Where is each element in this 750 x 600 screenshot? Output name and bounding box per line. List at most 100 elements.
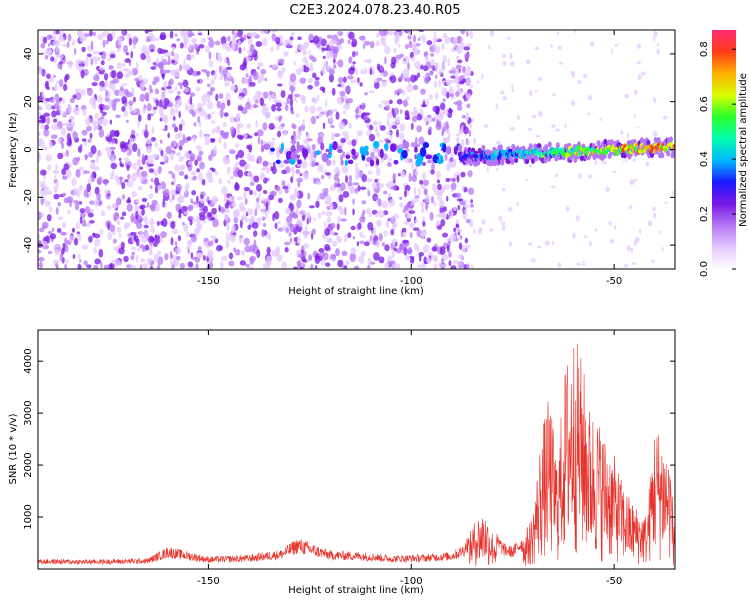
spectrogram-cell bbox=[62, 83, 68, 92]
spectrogram-cell bbox=[53, 102, 60, 110]
spectrogram-cell bbox=[106, 205, 112, 211]
snr-frame bbox=[37, 329, 676, 570]
spectrogram-cell bbox=[367, 221, 374, 231]
spectrogram-cell bbox=[130, 246, 137, 251]
spectrogram-cell bbox=[376, 132, 381, 138]
spectrogram-cell bbox=[131, 251, 136, 256]
spectrogram-cell bbox=[38, 111, 42, 117]
spectrogram-cell bbox=[287, 94, 293, 100]
spectrogram-cell bbox=[136, 132, 139, 137]
spectrogram-cell bbox=[632, 158, 636, 162]
spectrogram-cell bbox=[359, 231, 363, 238]
spectrogram-cell bbox=[470, 199, 474, 204]
spectrogram-cell bbox=[344, 86, 350, 93]
spectrogram-cell bbox=[77, 145, 83, 153]
spectrogram-cell bbox=[183, 39, 188, 49]
spectrogram-cell bbox=[112, 103, 117, 112]
spectrogram-cell bbox=[290, 145, 296, 153]
spectrogram-cell bbox=[322, 122, 326, 130]
spectrogram-cell bbox=[408, 173, 412, 183]
spectrogram-cell bbox=[139, 244, 145, 249]
spectrogram-cell bbox=[354, 188, 359, 194]
spectrogram-cell bbox=[455, 228, 463, 233]
spectrogram-cell bbox=[41, 90, 45, 99]
spectrogram-cell bbox=[640, 71, 646, 76]
spectrogram-cell bbox=[251, 222, 259, 229]
spectrogram-cell bbox=[647, 220, 653, 227]
spectrogram-cell bbox=[146, 55, 151, 63]
spectrogram-cell bbox=[235, 248, 241, 256]
x-tick-label: -50 bbox=[606, 276, 622, 287]
spectrogram-cell bbox=[405, 96, 410, 101]
spectrogram-cell bbox=[418, 30, 425, 33]
spectrogram-cell bbox=[184, 174, 189, 180]
spectrogram-cell bbox=[49, 233, 57, 240]
spectrogram-cell bbox=[192, 136, 197, 142]
spectrogram-cell bbox=[436, 196, 442, 200]
spectrogram-cell bbox=[133, 234, 136, 241]
spectrogram-cell bbox=[394, 116, 401, 124]
spectrogram-cell bbox=[376, 219, 382, 227]
spectrogram-cell bbox=[383, 190, 388, 195]
spectrogram-cell bbox=[147, 258, 151, 266]
spectrogram-cell bbox=[363, 145, 369, 151]
spectrogram-cell bbox=[660, 152, 665, 159]
spectrogram-cell bbox=[161, 218, 168, 228]
spectrogram-cell bbox=[66, 41, 70, 48]
spectrogram-cell bbox=[48, 140, 53, 149]
spectrogram-cell bbox=[38, 66, 43, 74]
spectrogram-cell bbox=[285, 227, 290, 234]
spectrogram-cell bbox=[256, 95, 260, 99]
spectrogram-cell bbox=[157, 47, 163, 55]
y-tick-label: 3000 bbox=[23, 400, 34, 425]
spectrogram-cell bbox=[331, 132, 335, 140]
spectrogram-cell bbox=[318, 212, 322, 220]
spectrogram-cell bbox=[302, 250, 307, 257]
spectrogram-cell bbox=[237, 105, 244, 112]
spectrogram-cell bbox=[177, 90, 181, 95]
spectrogram-cell bbox=[401, 149, 408, 159]
spectrogram-cell bbox=[465, 93, 472, 99]
spectrogram-cell bbox=[403, 220, 409, 225]
spectrogram-cell bbox=[219, 65, 222, 74]
spectrogram-cell bbox=[508, 241, 513, 248]
spectrogram-cell bbox=[407, 62, 410, 71]
spectrogram-cell bbox=[387, 30, 395, 36]
spectrogram-cell bbox=[445, 177, 450, 183]
spectrogram-cell bbox=[317, 136, 324, 145]
spectrogram-cell bbox=[69, 115, 75, 121]
spectrogram-cell bbox=[405, 30, 411, 33]
spectrogram-cell bbox=[435, 121, 442, 130]
spectrogram-noise-layer bbox=[38, 30, 675, 269]
spectrogram-cell bbox=[40, 240, 48, 246]
spectrogram-cell bbox=[154, 234, 158, 244]
spectrogram-cell bbox=[88, 235, 93, 243]
spectrogram-cell bbox=[262, 222, 267, 228]
spectrogram-cell bbox=[62, 97, 65, 105]
spectrogram-cell bbox=[525, 59, 531, 65]
spectrogram-cell bbox=[248, 32, 253, 37]
spectrogram-cell bbox=[153, 253, 160, 262]
spectrogram-cell bbox=[249, 215, 256, 224]
y-tick-label: 2000 bbox=[23, 452, 34, 477]
spectrogram-cell bbox=[159, 161, 165, 165]
spectrogram-cell bbox=[396, 31, 400, 36]
spectrogram-cell bbox=[633, 114, 636, 119]
spectrogram-cell bbox=[93, 264, 99, 269]
spectrogram-cell bbox=[210, 235, 216, 240]
spectrogram-cell bbox=[440, 211, 448, 220]
spectrogram-cell bbox=[188, 43, 192, 51]
spectrogram-cell bbox=[424, 194, 431, 204]
spectrogram-cell bbox=[215, 93, 219, 102]
spectrogram-cell bbox=[38, 249, 42, 254]
spectrogram-cell bbox=[428, 93, 433, 101]
spectrogram-cell bbox=[430, 53, 435, 57]
spectrogram-cell bbox=[58, 61, 63, 65]
spectrogram-cell bbox=[469, 84, 473, 89]
spectrogram-cell bbox=[436, 179, 441, 184]
spectrogram-cell bbox=[57, 152, 64, 160]
spectrogram-cell bbox=[116, 47, 122, 53]
spectrogram-cell bbox=[652, 206, 656, 212]
spectrogram-cell bbox=[264, 210, 268, 219]
spectrogram-cell bbox=[399, 202, 404, 208]
